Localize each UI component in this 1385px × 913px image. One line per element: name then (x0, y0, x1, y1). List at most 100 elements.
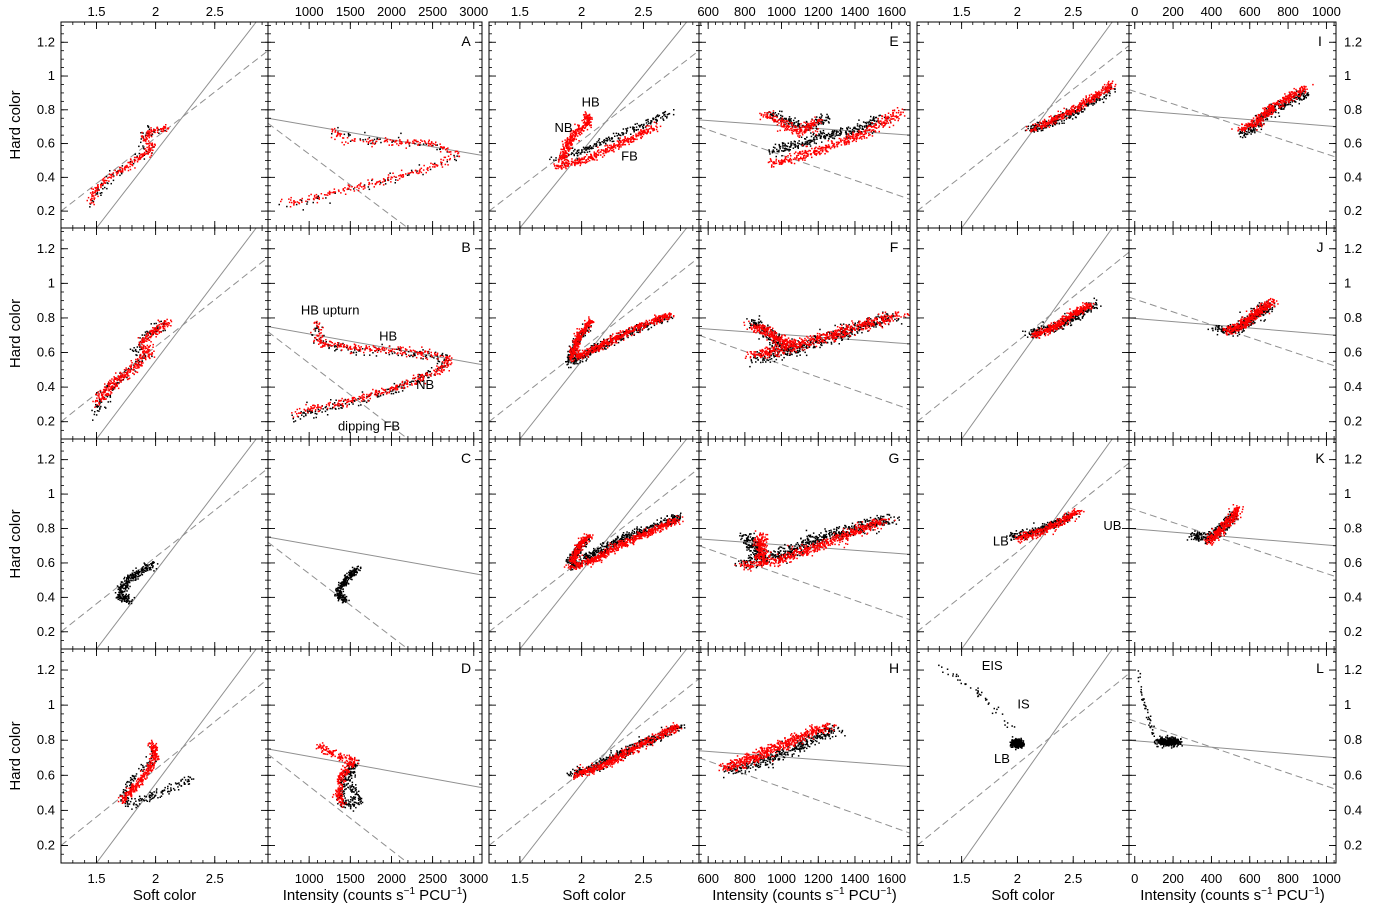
data-point-red (147, 135, 149, 137)
data-point-red (115, 372, 117, 374)
data-point-red (339, 774, 341, 776)
data-point-black (130, 783, 132, 785)
data-point-black (394, 352, 396, 354)
data-point-black (126, 377, 128, 379)
data-point-red (426, 172, 428, 174)
data-point-red (406, 380, 408, 382)
y-tick-label-left: 0.2 (37, 414, 55, 429)
data-point-black (305, 413, 307, 415)
data-point-red (362, 398, 364, 400)
data-point-black (132, 570, 134, 572)
data-point-black (340, 588, 342, 590)
data-point-black (352, 784, 354, 786)
data-point-black (357, 398, 359, 400)
data-point-red (320, 337, 322, 339)
data-point-red (337, 757, 339, 759)
data-point-red (316, 744, 318, 746)
data-point-black (149, 799, 151, 801)
data-point-black (362, 401, 364, 403)
data-point-black (354, 768, 356, 770)
data-point-black (126, 590, 128, 592)
data-point-black (341, 586, 343, 588)
data-point-red (131, 164, 133, 166)
data-point-red (334, 750, 336, 752)
data-point-black (664, 112, 666, 114)
data-point-black (133, 347, 135, 349)
data-point-black (454, 159, 456, 161)
data-point-red (358, 345, 360, 347)
data-point-red (125, 367, 127, 369)
data-point-black (132, 779, 134, 781)
data-point-red (320, 332, 322, 334)
data-point-red (437, 373, 439, 375)
data-point-black (662, 118, 664, 120)
data-point-black (413, 381, 415, 383)
data-point-red (151, 740, 153, 742)
data-point-red (135, 160, 137, 162)
data-point-red (333, 404, 335, 406)
data-point-black (156, 792, 158, 794)
data-point-red (333, 191, 335, 193)
data-point-red (299, 199, 301, 201)
data-point-red (334, 139, 336, 141)
data-point-red (372, 139, 374, 141)
data-point-red (316, 194, 318, 196)
data-point-red (385, 390, 387, 392)
data-point-red (379, 181, 381, 183)
data-point-black (348, 583, 350, 585)
y-tick-label-left: 0.8 (37, 732, 55, 747)
data-point-black (353, 810, 355, 812)
data-point-red (151, 136, 153, 138)
data-point-black (416, 170, 418, 172)
data-point-red (139, 342, 141, 344)
data-point-red (130, 164, 132, 166)
data-point-red (316, 323, 318, 325)
data-point-red (342, 406, 344, 408)
data-point-red (401, 170, 403, 172)
data-point-red (288, 198, 290, 200)
data-point-black (348, 787, 350, 789)
data-point-red (337, 404, 339, 406)
data-point-black (625, 128, 627, 130)
data-point-black (145, 570, 147, 572)
data-point-black (590, 145, 592, 147)
data-point-black (148, 564, 150, 566)
data-point-black (430, 169, 432, 171)
data-point-black (609, 140, 611, 142)
data-point-black (149, 801, 151, 803)
data-point-black (122, 587, 124, 589)
data-point-red (129, 365, 131, 367)
data-point-red (160, 331, 162, 333)
data-point-black (140, 800, 142, 802)
data-point-black (549, 159, 551, 161)
data-point-black (395, 179, 397, 181)
data-point-red (148, 743, 150, 745)
data-point-red (317, 407, 319, 409)
data-point-black (342, 584, 344, 586)
data-point-red (366, 345, 368, 347)
data-point-red (106, 394, 108, 396)
data-point-red (425, 351, 427, 353)
data-point-red (99, 398, 101, 400)
data-point-black (138, 570, 140, 572)
data-point-black (145, 331, 147, 333)
data-point-red (372, 389, 374, 391)
data-point-black (313, 417, 315, 419)
data-point-black (344, 797, 346, 799)
data-point-red (308, 195, 310, 197)
data-point-red (339, 779, 341, 781)
data-point-black (592, 148, 594, 150)
data-point-red (318, 411, 320, 413)
data-point-red (120, 375, 122, 377)
data-point-black (630, 134, 632, 136)
data-point-red (330, 341, 332, 343)
data-point-red (341, 349, 343, 351)
data-point-red (139, 343, 141, 345)
data-point-red (433, 370, 435, 372)
data-point-red (342, 786, 344, 788)
data-point-red (411, 384, 413, 386)
data-point-black (344, 783, 346, 785)
data-point-red (163, 327, 165, 329)
y-tick-label-left: 1 (48, 68, 55, 83)
data-point-red (100, 187, 102, 189)
